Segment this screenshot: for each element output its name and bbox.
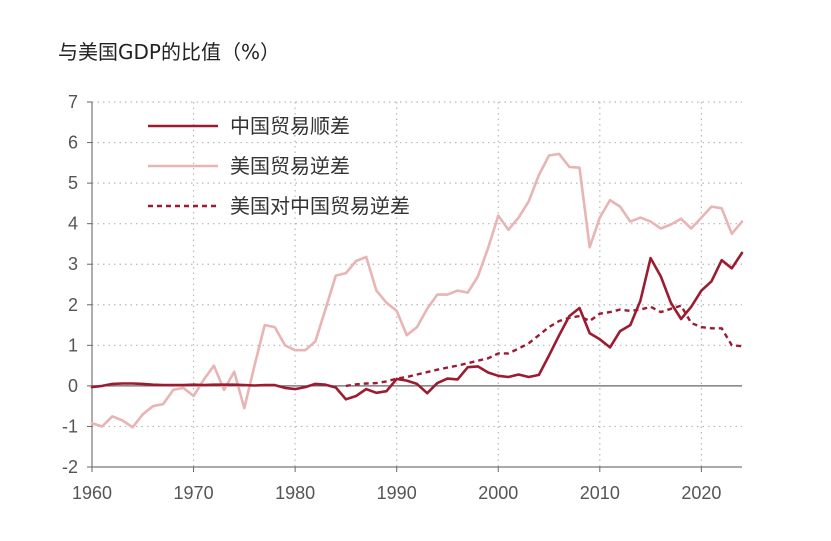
chart-title: 与美国GDP的比值（%）: [58, 40, 280, 64]
x-tick-label: 1990: [377, 483, 417, 503]
y-tick-label: 5: [68, 173, 78, 193]
x-tick-label: 2000: [478, 483, 518, 503]
series-lines: [90, 152, 744, 429]
legend-label: 中国贸易顺差: [230, 114, 350, 138]
y-axis-ticks: -2 -1 0 1 2 3 4 5 6 7: [62, 92, 92, 477]
x-tick-label: 1960: [72, 483, 112, 503]
y-tick-label: 3: [68, 254, 78, 274]
y-tick-label: 0: [68, 376, 78, 396]
x-tick-label: 1970: [174, 483, 214, 503]
y-tick-label: -2: [62, 457, 78, 477]
y-tick-label: 2: [68, 295, 78, 315]
grid-lines: [92, 101, 742, 467]
y-tick-label: 7: [68, 92, 78, 112]
y-tick-label: 6: [68, 133, 78, 153]
legend-label: 美国贸易逆差: [230, 154, 350, 178]
series-line-1: [90, 251, 744, 401]
x-tick-label: 2010: [580, 483, 620, 503]
y-tick-label: -1: [62, 416, 78, 436]
y-tick-label: 1: [68, 335, 78, 355]
x-tick-label: 1980: [275, 483, 315, 503]
x-axis-ticks: 1960 1970 1980 1990 2000 2010 2020: [72, 467, 721, 503]
y-tick-label: 4: [68, 214, 78, 234]
legend-label: 美国对中国贸易逆差: [230, 194, 410, 218]
series-line-3: [345, 304, 743, 388]
x-tick-label: 2020: [681, 483, 721, 503]
